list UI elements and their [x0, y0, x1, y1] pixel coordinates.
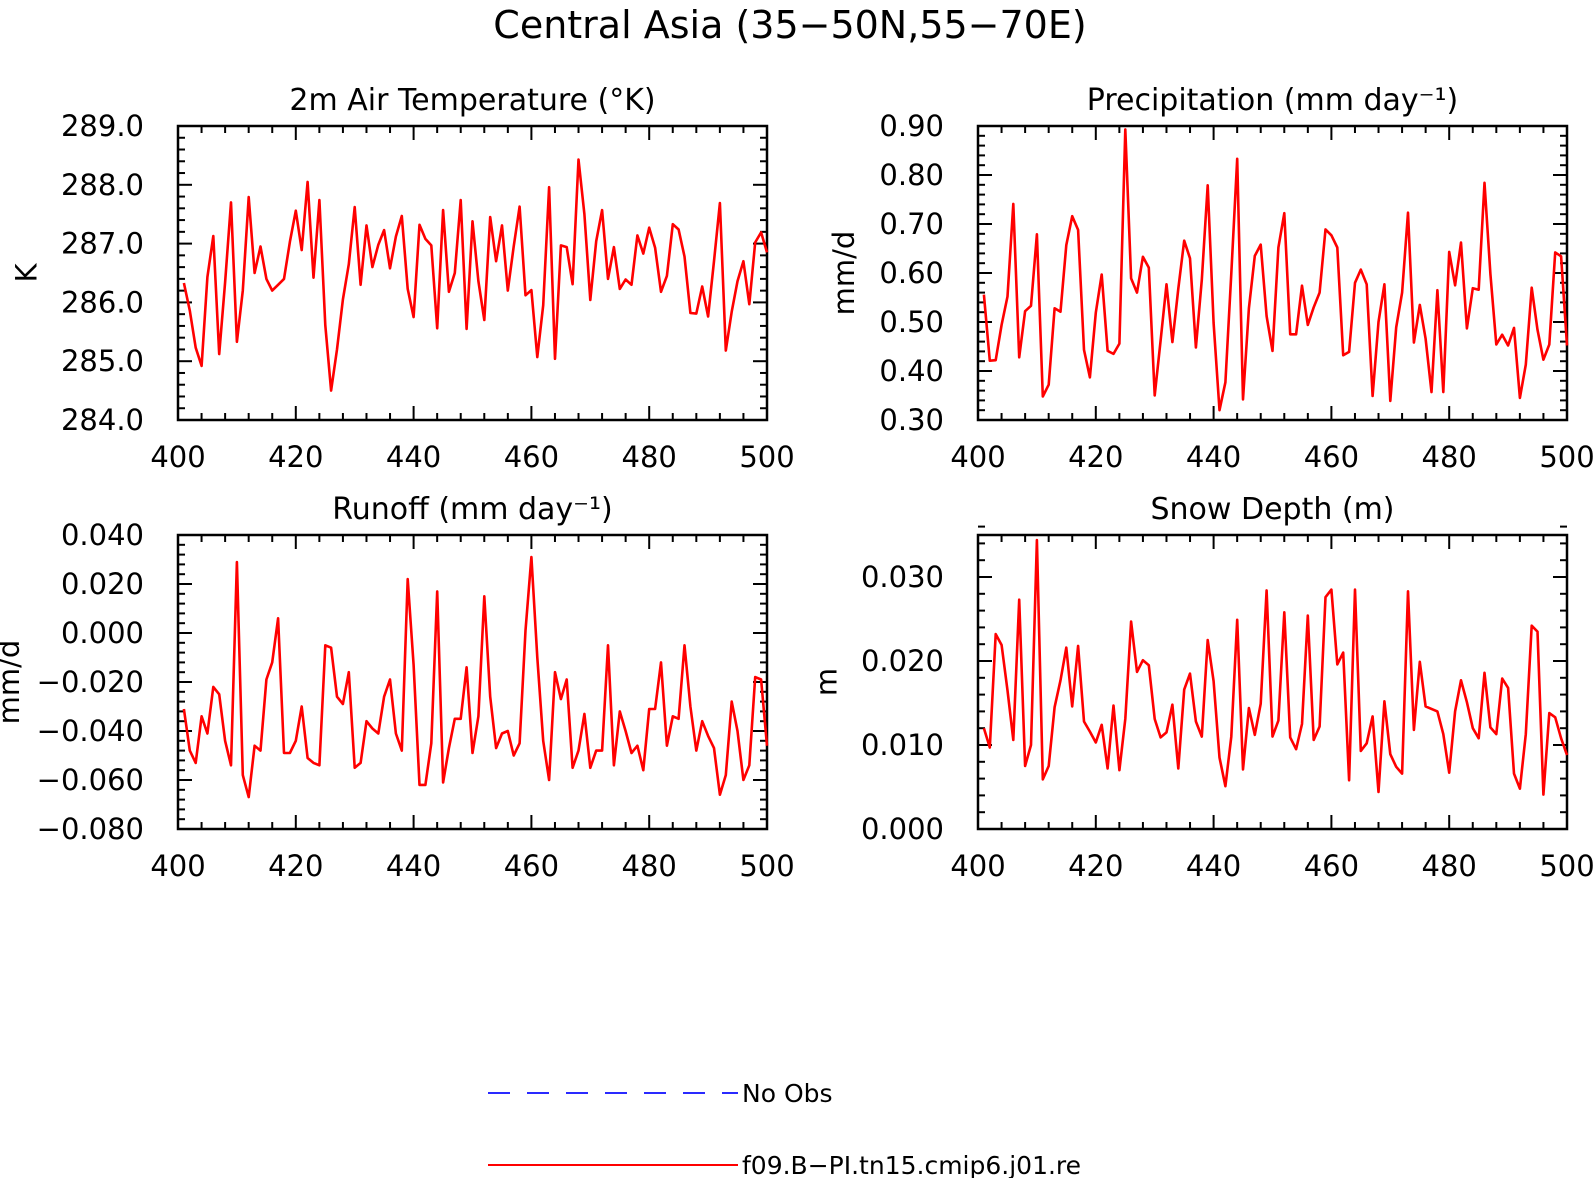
panel-title: Runoff (mm day⁻¹) — [332, 492, 613, 527]
x-tick-label: 500 — [1539, 849, 1594, 883]
chart-panels: 400 420 440 460 480 500 284.0 285.0 286.0 287.0 28… — [0, 83, 1595, 883]
series-line — [982, 128, 1569, 412]
x-tick-label: 460 — [504, 440, 559, 474]
series-line — [182, 555, 769, 799]
x-tick-label: 460 — [1304, 440, 1359, 474]
y-tick-label: 284.0 — [61, 403, 144, 437]
y-tick-label: −0.060 — [37, 763, 144, 797]
x-tick-label: 480 — [622, 849, 677, 883]
plot-frame — [976, 533, 1569, 831]
x-tick-label: 440 — [1186, 849, 1241, 883]
chart-panel-4: 400 420 440 460 480 500 0.000 0.010 0.020 0.030 Sn… — [810, 492, 1595, 883]
y-axis-label: K — [10, 263, 44, 283]
x-tick-label: 480 — [1422, 440, 1477, 474]
x-tick-label: 440 — [386, 849, 441, 883]
x-tick-label: 400 — [950, 440, 1005, 474]
panel-title: Precipitation (mm day⁻¹) — [1087, 83, 1458, 118]
legend-label: f09.B−PI.tn15.cmip6.j01.re — [742, 1151, 1081, 1178]
x-tick-label: 480 — [1422, 849, 1477, 883]
x-tick-label: 440 — [1186, 440, 1241, 474]
y-tick-label: −0.020 — [37, 665, 144, 699]
y-tick-label: −0.080 — [37, 812, 144, 846]
y-tick-label: 0.020 — [861, 644, 944, 678]
x-tick-label: 400 — [150, 440, 205, 474]
y-tick-label: 0.30 — [879, 403, 944, 437]
y-axis-label: m — [810, 668, 844, 696]
legend: No Obs f09.B−PI.tn15.cmip6.j01.re — [488, 1079, 1081, 1178]
x-tick-label: 400 — [950, 849, 1005, 883]
x-tick-label: 460 — [504, 849, 559, 883]
x-tick-label: 420 — [268, 849, 323, 883]
y-tick-label: 0.040 — [61, 518, 144, 552]
figure-title: Central Asia (35−50N,55−70E) — [493, 3, 1086, 47]
x-tick-label: 500 — [1539, 440, 1594, 474]
y-axis-label: mm/d — [0, 640, 26, 725]
y-tick-label: 288.0 — [61, 168, 144, 202]
panel-title: Snow Depth (m) — [1150, 492, 1394, 527]
legend-item-no-obs: No Obs — [488, 1079, 833, 1108]
x-tick-label: 460 — [1304, 849, 1359, 883]
y-tick-label: 0.40 — [879, 354, 944, 388]
y-axis-label: mm/d — [827, 231, 861, 316]
series-line — [982, 538, 1569, 796]
y-tick-label: 0.80 — [879, 158, 944, 192]
y-tick-label: 0.030 — [861, 560, 944, 594]
y-tick-label: 0.60 — [879, 256, 944, 290]
panel-title: 2m Air Temperature (°K) — [289, 83, 655, 118]
chart-panel-3: 400 420 440 460 480 500 −0.080 −0.060 −0.040 −0.0… — [0, 492, 795, 883]
y-tick-label: 0.90 — [879, 109, 944, 143]
y-tick-label: 0.50 — [879, 305, 944, 339]
x-tick-label: 480 — [622, 440, 677, 474]
legend-item-model-run: f09.B−PI.tn15.cmip6.j01.re — [488, 1151, 1081, 1178]
y-tick-label: 0.020 — [61, 567, 144, 601]
x-tick-label: 420 — [1068, 849, 1123, 883]
x-tick-label: 420 — [268, 440, 323, 474]
y-tick-label: 287.0 — [61, 227, 144, 261]
x-tick-label: 500 — [739, 440, 794, 474]
x-tick-label: 500 — [739, 849, 794, 883]
x-tick-label: 400 — [150, 849, 205, 883]
y-tick-label: 0.70 — [879, 207, 944, 241]
plot-frame — [176, 124, 769, 422]
chart-panel-2: 400 420 440 460 480 500 0.30 0.40 0.50 0.60 0.70 0.… — [827, 83, 1595, 474]
y-tick-label: 285.0 — [61, 344, 144, 378]
chart-panel-1: 400 420 440 460 480 500 284.0 285.0 286.0 287.0 28… — [10, 83, 795, 474]
y-tick-label: 286.0 — [61, 285, 144, 319]
y-tick-label: 0.010 — [861, 728, 944, 762]
y-tick-label: −0.040 — [37, 714, 144, 748]
legend-label: No Obs — [742, 1079, 833, 1108]
y-tick-label: 0.000 — [861, 812, 944, 846]
x-tick-label: 440 — [386, 440, 441, 474]
y-tick-label: 0.000 — [61, 616, 144, 650]
y-tick-label: 289.0 — [61, 109, 144, 143]
x-tick-label: 420 — [1068, 440, 1123, 474]
series-line — [182, 158, 769, 392]
